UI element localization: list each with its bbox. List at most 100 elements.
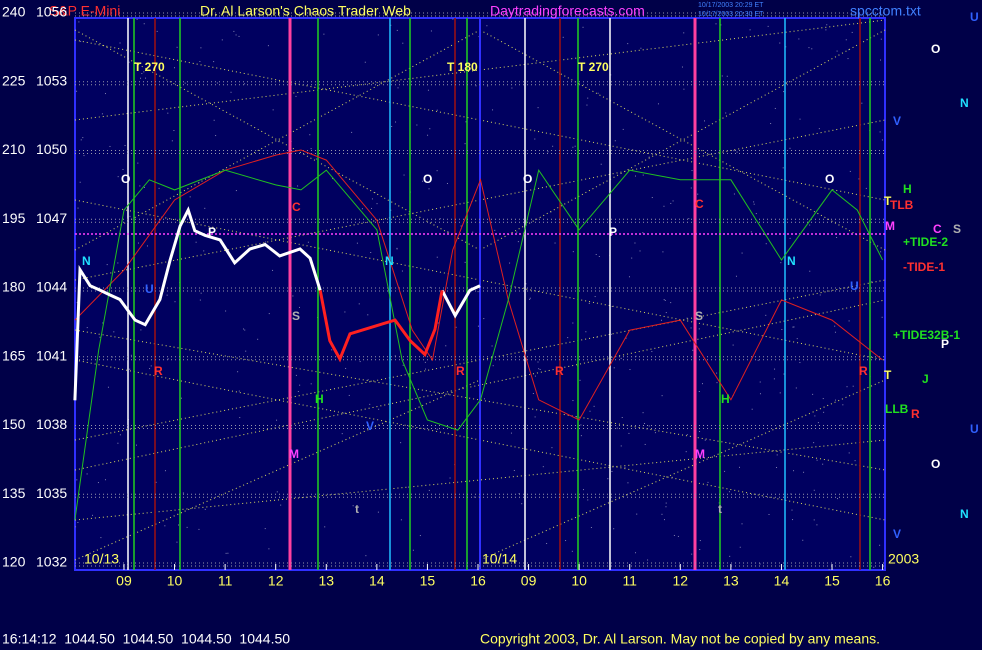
site-name: Daytradingforecasts.com — [490, 3, 645, 19]
star — [661, 395, 663, 397]
star — [403, 174, 405, 176]
copyright: Copyright 2003, Dr. Al Larson. May not b… — [480, 631, 880, 647]
y-tick-label: 120 — [2, 554, 26, 570]
star — [422, 180, 424, 182]
star — [437, 322, 439, 324]
star — [428, 188, 430, 190]
star — [390, 209, 392, 211]
star — [464, 261, 466, 263]
star — [782, 167, 784, 169]
star — [76, 90, 78, 92]
star — [834, 331, 836, 333]
star — [795, 387, 797, 389]
star — [221, 39, 223, 41]
star — [348, 394, 350, 396]
star — [670, 202, 672, 204]
star — [295, 374, 297, 376]
star — [396, 248, 398, 250]
star — [651, 197, 653, 199]
star — [736, 151, 738, 153]
star — [802, 539, 804, 541]
star — [741, 252, 743, 254]
star — [484, 398, 486, 400]
star — [439, 218, 441, 220]
star — [297, 185, 299, 187]
star — [848, 320, 850, 322]
star — [472, 231, 474, 233]
star — [673, 534, 675, 536]
star — [753, 201, 755, 203]
star — [729, 555, 731, 557]
star — [562, 36, 564, 38]
series-line — [74, 168, 884, 520]
y2-tick-label: 1038 — [36, 416, 67, 432]
star — [813, 519, 815, 521]
star — [697, 193, 699, 195]
star — [365, 555, 367, 557]
star — [225, 310, 227, 312]
star — [851, 31, 853, 33]
star — [739, 546, 741, 548]
star — [835, 399, 837, 401]
star — [534, 138, 536, 140]
star — [198, 528, 200, 530]
star — [239, 417, 241, 419]
annotation: N — [787, 254, 796, 268]
annotation: P — [208, 225, 216, 239]
annotation: T 270 — [578, 60, 609, 74]
star — [699, 431, 701, 433]
star — [129, 368, 131, 370]
star — [809, 224, 811, 226]
star — [767, 25, 769, 27]
star — [692, 349, 694, 351]
star — [77, 207, 79, 209]
star — [101, 113, 103, 115]
star — [607, 478, 609, 480]
star — [627, 43, 629, 45]
timestamp: 10/17/2003 20:30 ET — [698, 11, 764, 18]
star — [686, 317, 688, 319]
star — [492, 365, 494, 367]
star — [323, 33, 325, 35]
star — [688, 218, 690, 220]
star — [75, 526, 77, 528]
star — [631, 257, 633, 259]
star — [315, 158, 317, 160]
star — [215, 135, 217, 137]
star — [119, 434, 121, 436]
star — [521, 503, 523, 505]
star — [596, 336, 598, 338]
star — [751, 408, 753, 410]
star — [455, 326, 457, 328]
star — [361, 208, 363, 210]
star — [865, 187, 867, 189]
star — [611, 305, 613, 307]
star — [651, 351, 653, 353]
timestamp: 10/17/2003 20:29 ET — [698, 2, 764, 9]
star — [850, 556, 852, 558]
star — [436, 170, 438, 172]
star — [776, 467, 778, 469]
annotation: TLB — [890, 198, 914, 212]
annotation: -TIDE-1 — [903, 260, 945, 274]
star — [781, 328, 783, 330]
star — [436, 256, 438, 258]
star — [789, 237, 791, 239]
star — [213, 119, 215, 121]
star — [634, 242, 636, 244]
star — [823, 411, 825, 413]
star — [447, 231, 449, 233]
star — [663, 299, 665, 301]
star — [200, 292, 202, 294]
star — [267, 45, 269, 47]
star — [244, 329, 246, 331]
annotation: O — [423, 172, 432, 186]
star — [117, 262, 119, 264]
annotation: +TIDE-2 — [903, 235, 948, 249]
star — [235, 34, 237, 36]
star — [86, 473, 88, 475]
star — [635, 552, 637, 554]
star — [150, 365, 152, 367]
star — [600, 163, 602, 165]
